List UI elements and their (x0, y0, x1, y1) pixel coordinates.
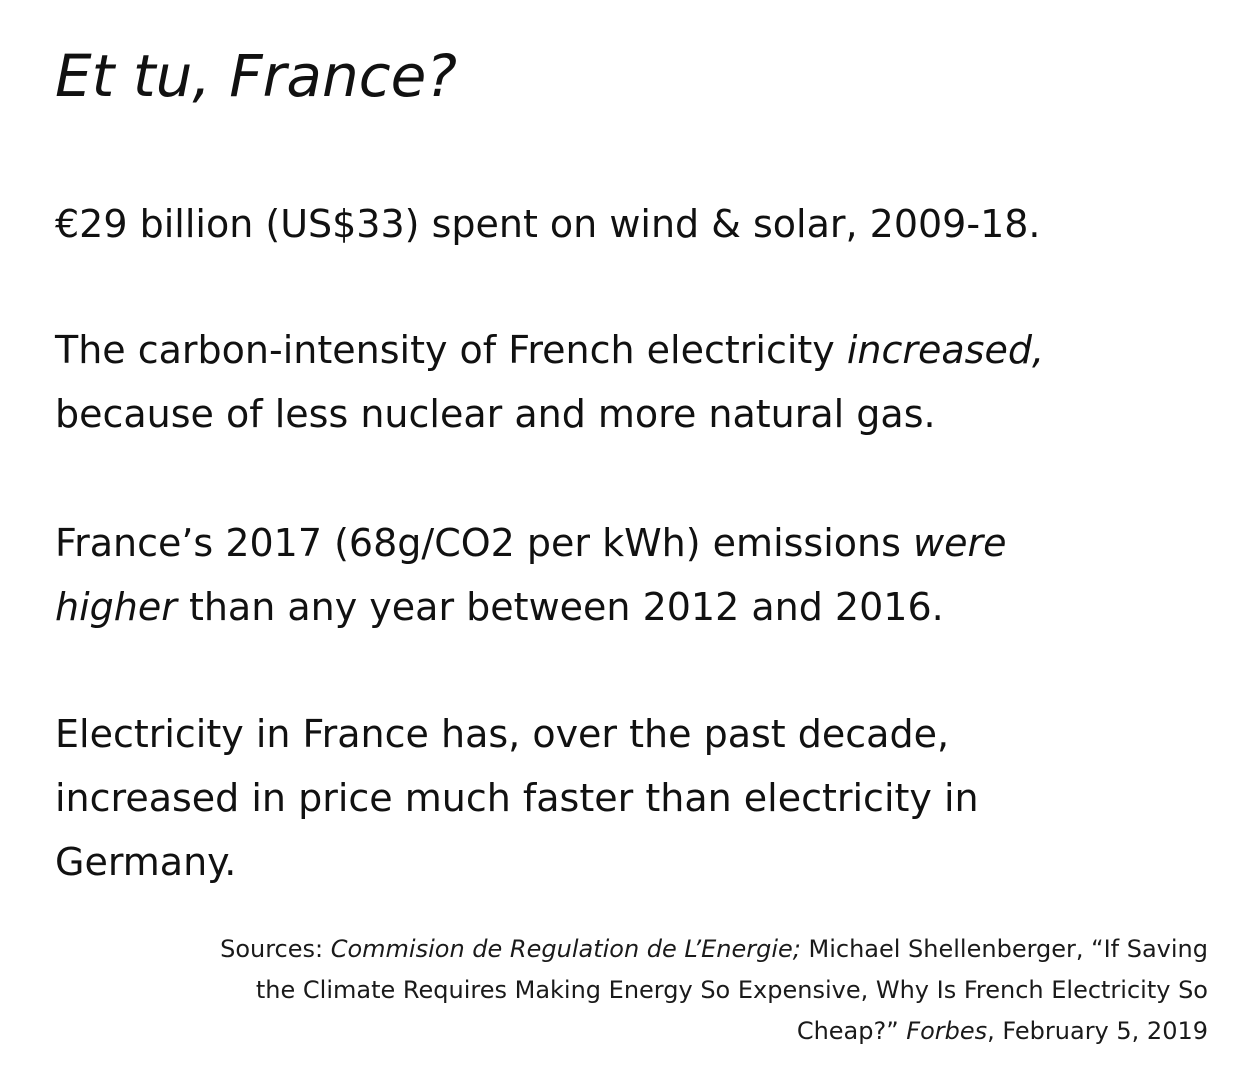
paragraph-carbon-intensity-line-2: because of less nuclear and more natural… (55, 392, 936, 436)
paragraph-carbon-intensity: The carbon-intensity of French electrici… (55, 318, 1044, 446)
paragraph-carbon-intensity-line-1: The carbon-intensity of French electrici… (55, 318, 1044, 382)
paragraph-spending-line-1: €29 billion (US$33) spent on wind & sola… (55, 202, 1041, 246)
sources-article-end: Cheap?” (796, 1017, 907, 1045)
sources-ref-cre: Commision de Regulation de L’Energie; (330, 935, 801, 963)
sources-citation: Sources: Commision de Regulation de L’En… (220, 929, 1208, 1052)
sources-date: , February 5, 2019 (987, 1017, 1208, 1045)
sources-ref-author: Michael Shellenberger, “If Saving (800, 935, 1209, 963)
paragraph-emissions: France’s 2017 (68g/CO2 per kWh) emission… (55, 511, 1006, 639)
emissions-text: France’s 2017 (68g/CO2 per kWh) emission… (55, 521, 913, 565)
carbon-intensity-emphasis: increased, (846, 328, 1045, 372)
paragraph-price: Electricity in France has, over the past… (55, 702, 979, 894)
paragraph-price-line-3: Germany. (55, 840, 237, 884)
paragraph-spending: €29 billion (US$33) spent on wind & sola… (55, 192, 1041, 256)
emissions-emphasis-were: were (913, 521, 1007, 565)
slide-title: Et tu, France? (55, 42, 458, 110)
paragraph-emissions-line-1: France’s 2017 (68g/CO2 per kWh) emission… (55, 511, 1006, 575)
emissions-text-rest: than any year between 2012 and 2016. (176, 585, 944, 629)
paragraph-price-line-1: Electricity in France has, over the past… (55, 712, 950, 756)
carbon-intensity-text: The carbon-intensity of French electrici… (55, 328, 847, 372)
sources-publication: Forbes (906, 1017, 988, 1045)
sources-label: Sources: (220, 935, 331, 963)
emissions-emphasis-higher: higher (55, 585, 177, 629)
sources-line-2: the Climate Requires Making Energy So Ex… (255, 976, 1208, 1004)
paragraph-emissions-line-2: higher than any year between 2012 and 20… (55, 575, 1006, 639)
sources-line-3: Cheap?” Forbes, February 5, 2019 (220, 1011, 1208, 1052)
paragraph-price-line-2: increased in price much faster than elec… (55, 776, 979, 820)
sources-line-1: Sources: Commision de Regulation de L’En… (220, 929, 1208, 970)
